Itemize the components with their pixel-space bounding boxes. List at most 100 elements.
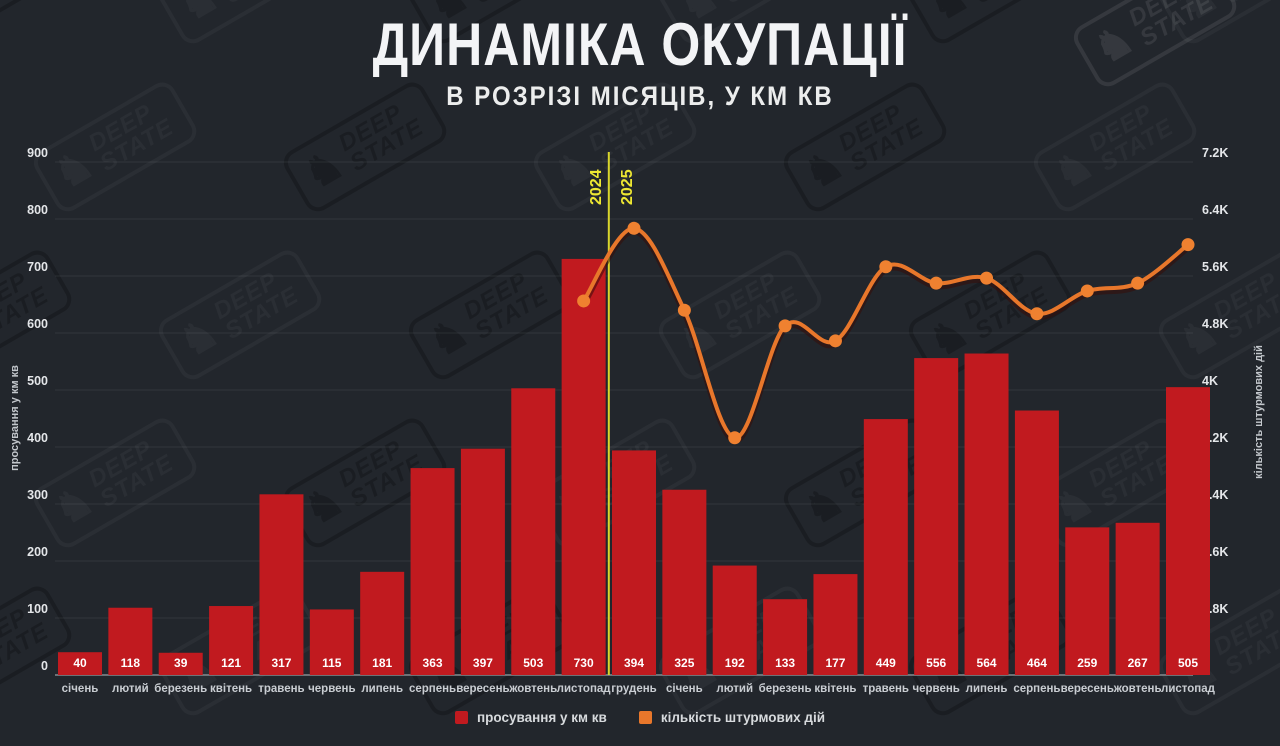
bar-value-label: 267	[1128, 656, 1148, 670]
legend-swatch-line-icon	[638, 711, 652, 724]
month-label: березень	[154, 683, 207, 695]
month-label: квітень	[814, 683, 856, 695]
bar	[612, 450, 656, 675]
month-label: квітень	[210, 683, 252, 695]
month-label: листопад	[557, 683, 612, 695]
month-label: березень	[759, 683, 812, 695]
bar	[662, 489, 707, 675]
line-point-marker	[828, 334, 842, 348]
bar-value-label: 730	[574, 656, 594, 670]
left-axis-tick: 900	[27, 146, 48, 160]
bar-value-label: 394	[624, 656, 644, 670]
bar-value-label: 177	[825, 656, 845, 670]
right-axis-tick: 6.4K	[1202, 203, 1228, 217]
bar-value-label: 118	[121, 656, 141, 670]
bar	[561, 258, 606, 675]
bar-value-label: 325	[674, 656, 694, 670]
month-label: січень	[62, 683, 99, 695]
left-axis-tick: 200	[27, 545, 48, 559]
bar	[460, 448, 505, 675]
bar	[1014, 410, 1059, 675]
month-label: лютий	[112, 683, 149, 695]
month-label: вересень	[456, 683, 509, 695]
legend-label-advance: просування у км кв	[476, 710, 607, 725]
line-point-marker	[980, 271, 994, 285]
left-axis-tick: 400	[27, 431, 48, 445]
line-point-marker	[778, 319, 792, 333]
month-label: липень	[361, 683, 403, 695]
line-point-marker	[1030, 307, 1044, 321]
right-axis-tick: 4K	[1202, 374, 1218, 388]
bar-value-label: 40	[73, 656, 87, 670]
bar	[108, 607, 153, 675]
month-label: серпень	[409, 683, 456, 695]
bar	[914, 358, 959, 675]
month-label: травень	[863, 683, 909, 695]
line-point-marker	[929, 276, 943, 290]
bar-value-label: 39	[174, 656, 188, 670]
bar-value-label: 397	[473, 656, 493, 670]
left-axis-tick: 800	[27, 203, 48, 217]
bar	[259, 494, 304, 675]
legend-item-advance: просування у км кв	[454, 710, 607, 725]
bar	[58, 652, 102, 675]
bar	[360, 571, 405, 675]
line-point-marker	[728, 431, 742, 445]
bar	[763, 599, 808, 675]
line-point-marker	[1080, 284, 1094, 298]
month-label: листопад	[1161, 683, 1216, 695]
month-label: жовтень	[1113, 683, 1162, 695]
month-label: жовтень	[508, 683, 557, 695]
right-axis-tick: 5.6K	[1202, 260, 1228, 274]
bar	[712, 565, 757, 675]
bar-value-label: 363	[423, 656, 443, 670]
bar-value-label: 505	[1178, 656, 1198, 670]
line-point-marker	[1131, 276, 1145, 290]
bar	[410, 468, 455, 675]
legend-swatch-bar-icon	[454, 711, 468, 724]
left-axis-tick: 500	[27, 374, 48, 388]
chart-legend: просування у км кв кількість штурмових д…	[0, 710, 1280, 725]
left-axis-tick: 600	[27, 317, 48, 331]
year-label-2025: 2025	[619, 169, 636, 205]
bar	[1166, 387, 1210, 675]
legend-label-assaults: кількість штурмових дій	[660, 710, 826, 725]
bar-value-label: 121	[221, 656, 241, 670]
month-label: серпень	[1013, 683, 1060, 695]
left-axis-title: просування у км кв	[9, 365, 21, 471]
right-axis-tick: 4.8K	[1202, 317, 1228, 331]
bar-value-label: 503	[523, 656, 543, 670]
bar-value-label: 556	[926, 656, 946, 670]
right-axis-title: кількість штурмових дій	[1253, 345, 1265, 479]
bar-value-label: 464	[1027, 656, 1047, 670]
bar	[209, 606, 254, 675]
month-label: червень	[308, 683, 355, 695]
bar	[964, 353, 1009, 675]
right-axis-tick: 7.2K	[1202, 146, 1228, 160]
bar	[863, 419, 908, 675]
month-label: грудень	[611, 683, 656, 695]
left-axis-tick: 300	[27, 488, 48, 502]
month-label: червень	[912, 683, 959, 695]
month-label: травень	[258, 683, 304, 695]
bar	[158, 652, 203, 675]
line-point-marker	[677, 303, 691, 317]
left-axis-tick: 0	[41, 659, 48, 673]
line-point-marker	[879, 260, 893, 274]
left-axis-tick: 100	[27, 602, 48, 616]
month-label: січень	[666, 683, 703, 695]
year-label-2024: 2024	[588, 169, 605, 205]
bar	[1065, 527, 1110, 675]
bar-value-label: 317	[271, 656, 291, 670]
chart-header: ДИНАМІКА ОКУПАЦІЇ В РОЗРІЗІ МІСЯЦІВ, У К…	[0, 10, 1280, 111]
bar-value-label: 192	[725, 656, 745, 670]
bar	[1115, 522, 1160, 675]
bar	[511, 388, 556, 675]
bar-value-label: 115	[322, 656, 342, 670]
bar	[813, 574, 858, 675]
bar-value-label: 449	[876, 656, 896, 670]
bar-value-label: 133	[775, 656, 795, 670]
line-point-marker	[577, 294, 591, 308]
